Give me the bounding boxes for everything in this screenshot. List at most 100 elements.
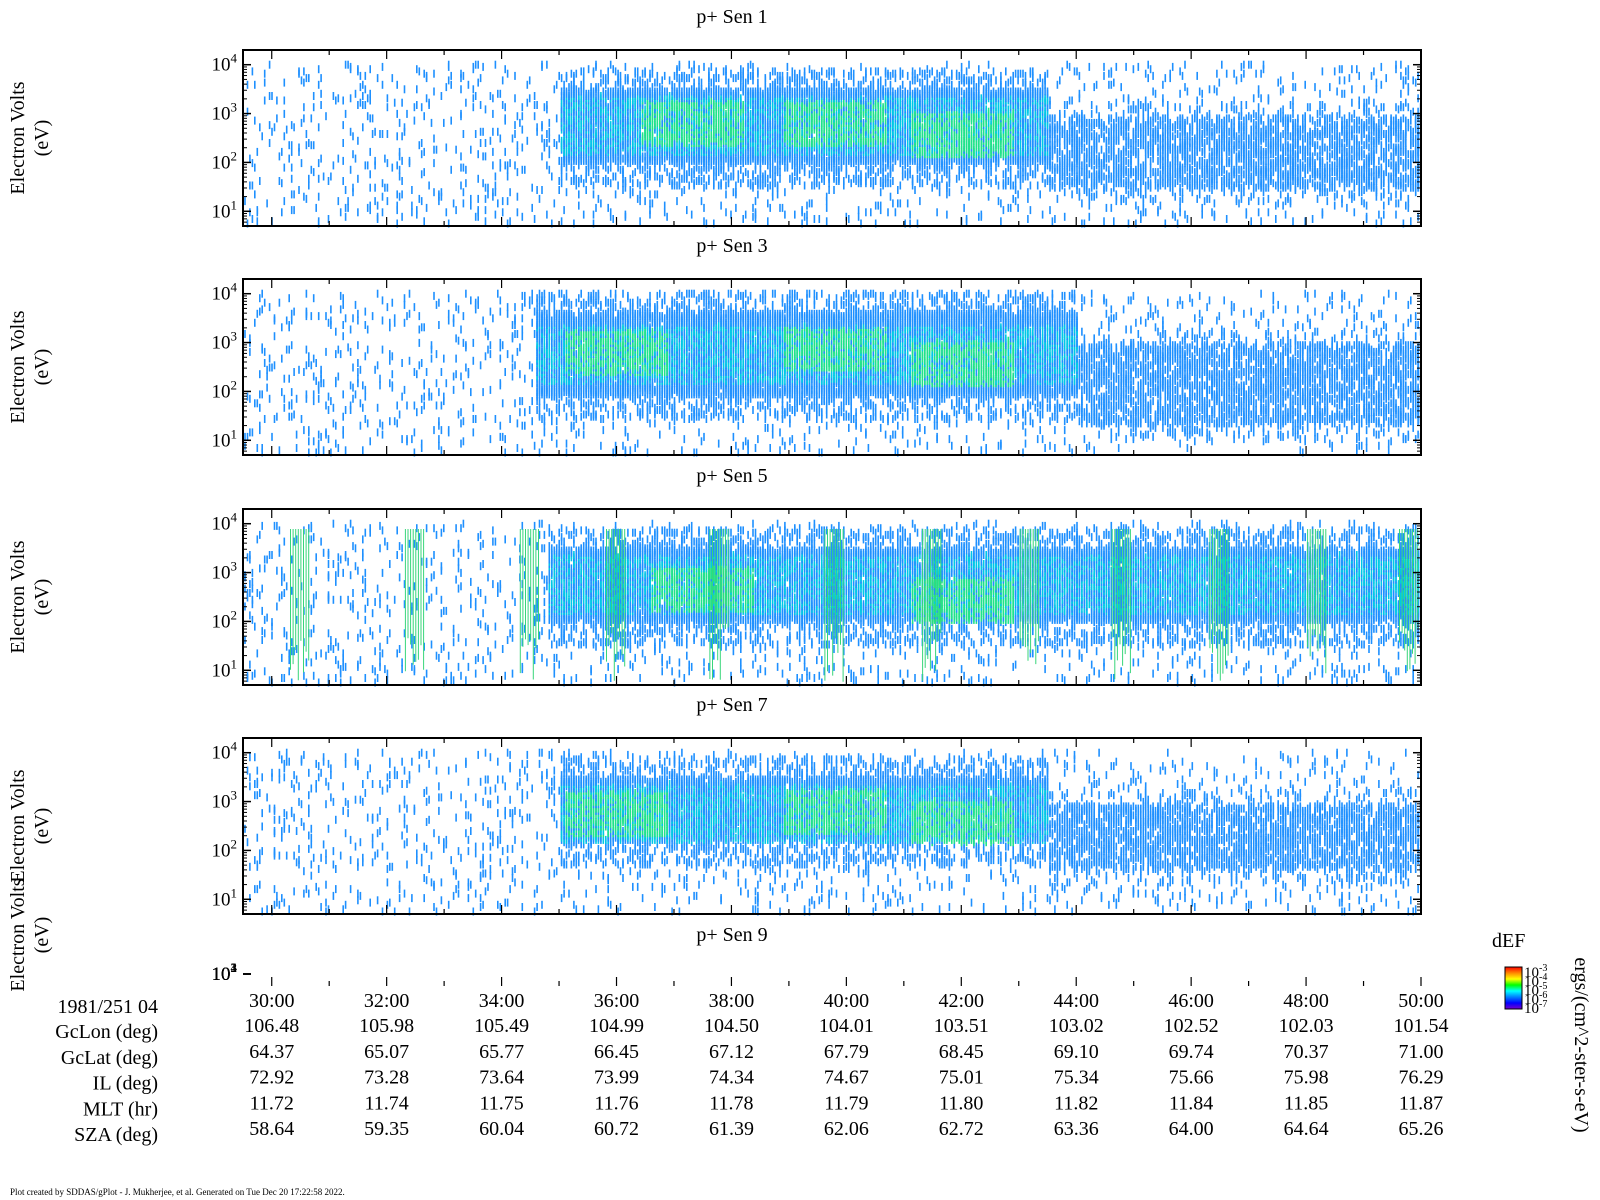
spectrogram-cell [725,154,727,163]
spectrogram-cell [754,177,757,185]
spectrogram-cell [590,177,592,185]
spectrogram-cell [622,186,624,194]
spectrogram-cell [811,181,813,190]
spectrogram-cell [366,161,369,170]
spectrogram-cell [774,67,776,76]
spectrogram-cell [251,67,254,76]
spectrogram-cell [514,94,516,103]
spectrogram-cell [639,217,641,226]
spectrogram-cell [686,74,688,83]
spectrogram-cell [659,179,661,188]
spectrogram-cell [708,94,710,103]
spectrogram-cell [673,87,676,96]
spectrogram-cell [425,203,428,212]
spectrogram-cell [710,78,713,87]
spectrogram-cell [254,80,256,89]
spectrogram-cell [249,181,251,190]
spectrogram-cell [884,87,887,96]
spectrogram-cell [663,201,666,210]
spectrogram-cell [639,125,641,134]
spectrogram-cell [749,87,752,96]
spectrogram-cell [764,74,767,83]
spectrogram-cell [700,125,703,134]
spectrogram-cell [543,103,546,112]
spectrogram-cell [342,139,344,147]
spectrogram-cell [553,85,556,94]
spectrogram-cell [460,181,462,190]
spectrogram-cell [256,206,259,215]
spectrogram-cell [386,94,389,103]
spectrogram-cell [401,156,403,165]
spectrogram-cell [757,78,759,87]
spectrogram-cell [695,139,698,147]
spectrogram-cell [497,127,499,136]
spectrogram-cell [673,177,676,185]
spectrogram-cell [695,134,698,143]
spectrogram-cell [764,170,767,179]
spectrogram-cell [369,206,371,215]
spectrogram-cell [713,152,715,161]
spectrogram-cell [632,179,634,188]
spectrogram-cell [676,87,678,96]
spectrogram-cell [632,136,634,145]
spectrogram-cell [634,168,636,177]
spectrogram-cell [575,154,578,163]
spectrogram-cell [396,132,398,141]
spectrogram-cell [312,103,315,112]
spectrogram-cell [560,179,563,188]
spectrogram-cell [703,217,705,226]
spectrogram-cell [619,127,622,136]
spectrogram-cell [879,201,882,210]
spectrogram-cell [779,71,781,80]
spectrogram-cell [516,192,519,201]
spectrogram-cell [695,161,698,170]
spectrogram-cell [681,92,683,100]
spectrogram-cell [798,177,801,185]
spectrogram-cell [632,127,634,136]
spectrogram-cell [659,174,661,183]
spectrogram-cell [474,130,477,138]
spectrogram-cell [649,152,651,161]
spectrogram-cell [683,116,686,125]
spectrogram-cell [320,74,322,83]
spectrogram-cell [558,177,560,185]
spectrogram-cell [330,172,332,181]
spectrogram-cells [244,60,1422,228]
spectrogram-cell [663,71,666,80]
spectrogram-cell [727,85,730,94]
spectrogram-cell [268,139,271,147]
spectrogram-cell [857,174,860,183]
spectrogram-cell [703,62,705,71]
spectrogram-cell [278,177,281,185]
spectrogram-cell [727,121,730,130]
spectrogram-cell [690,67,693,76]
spectrogram-cell [821,78,823,87]
spectrogram-cell [563,206,565,215]
spectrogram-cell [570,163,573,172]
spectrogram-cell [573,101,575,109]
spectrogram-cell [364,71,367,80]
spectrogram-cell [398,147,401,156]
spectrogram-cell [828,87,830,96]
spectrogram-cell [678,163,681,172]
spectrogram-cell [595,203,597,212]
spectrogram-cell [688,60,690,69]
spectrogram-cell [396,201,398,210]
spectrogram-cell [268,60,271,69]
spectrogram-cell [673,71,676,80]
spectrogram-cell [899,199,902,208]
spectrogram-cell [629,87,632,96]
spectrogram-cell [649,190,651,199]
spectrogram-cell [879,76,882,85]
spectrogram-cell [627,87,629,96]
spectrogram-cell [362,80,364,89]
spectrogram-cell [256,147,259,156]
spectrogram-cell [501,208,504,217]
spectrogram-cell [779,203,781,212]
spectrogram-cell [622,154,624,163]
spectrogram-cell [413,103,416,112]
spectrogram-cell [506,197,509,206]
spectrogram-cell [906,71,909,80]
spectrogram-cell [867,165,870,174]
spectrogram-cell [627,96,629,105]
